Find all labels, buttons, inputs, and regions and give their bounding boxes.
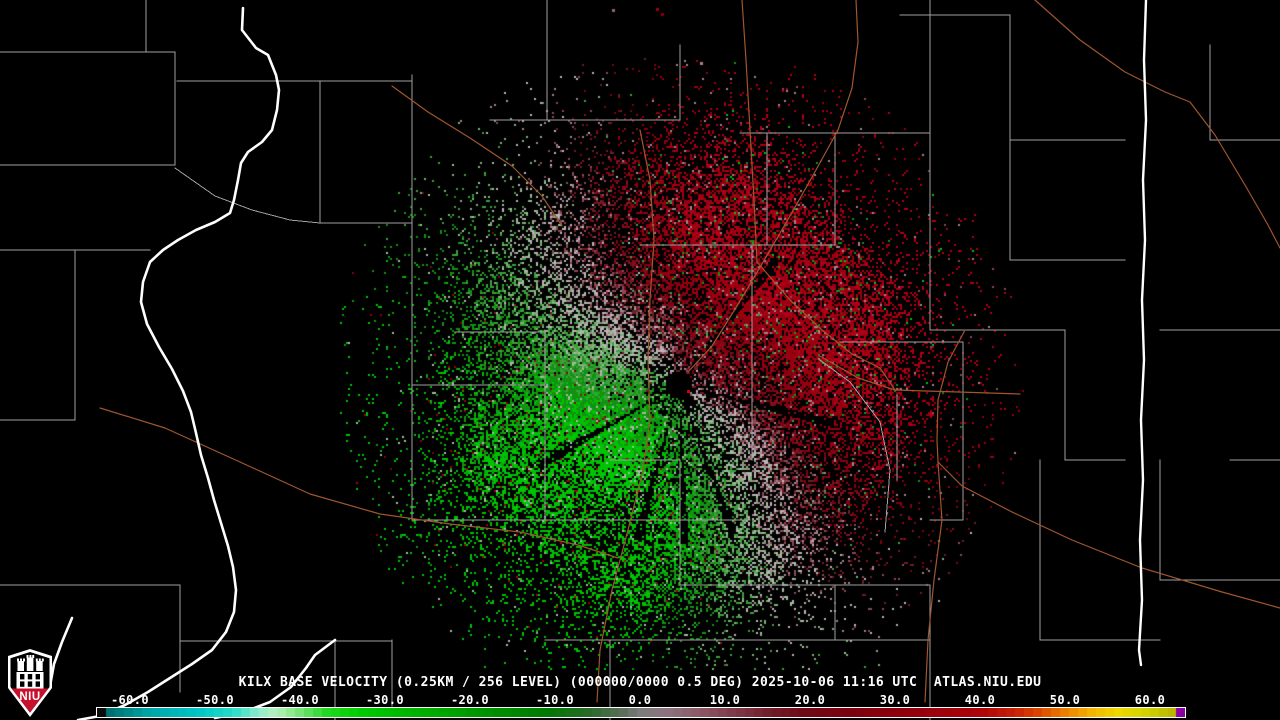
highway-line — [756, 261, 896, 391]
highway-line — [819, 355, 896, 391]
county-border-line — [174, 167, 321, 224]
highway-line — [99, 407, 619, 559]
product-caption: KILX BASE VELOCITY (0.25KM / 256 LEVEL) … — [238, 675, 1042, 690]
river-line — [48, 616, 74, 688]
logo-text: NIU — [19, 691, 40, 703]
highway-line — [924, 329, 966, 703]
highway-line — [937, 461, 1280, 609]
highway-line — [687, 0, 859, 373]
logo-red-band — [11, 688, 49, 713]
county-border-line — [819, 359, 891, 533]
highway-line — [894, 389, 1021, 395]
radar-site-marker — [670, 377, 686, 393]
radar-red-speck — [687, 390, 690, 393]
niu-logo: NIU — [8, 649, 52, 717]
highway-line — [741, 0, 758, 263]
logo-castle-icon — [16, 655, 44, 689]
highway-line — [1034, 0, 1280, 249]
highway-line — [596, 129, 655, 703]
highway-line — [391, 85, 563, 227]
river-line — [76, 6, 281, 720]
state-border-line — [1137, 0, 1148, 667]
